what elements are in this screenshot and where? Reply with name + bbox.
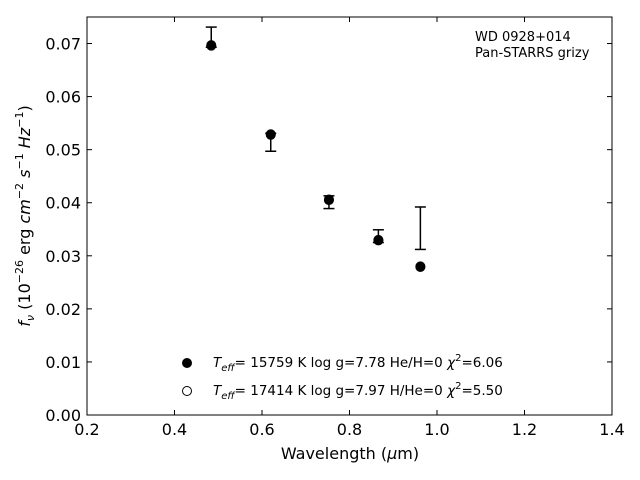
x-tick-label: 1.0: [424, 420, 449, 439]
x-axis-ticks: 0.2 0.4 0.6 0.8 1.0 1.2 1.4: [74, 17, 625, 439]
x-tick-label: 0.2: [74, 420, 99, 439]
x-tick-label: 0.4: [162, 420, 187, 439]
legend-entry-2: Teff= 17414 K log g=7.97 H/He=0 χ2=5.50: [213, 381, 503, 402]
object-name: WD 0928+014: [475, 30, 571, 45]
y-tick-label: 0.07: [45, 35, 81, 54]
model-point-filled: [265, 129, 276, 140]
y-axis-label: fν (10−26 erg cm−2 s−1 Hz−1): [13, 105, 37, 326]
legend-entry-1: Teff= 15759 K log g=7.78 He/H=0 χ2=6.06: [213, 353, 503, 374]
model-point-filled: [206, 40, 217, 51]
y-tick-label: 0.00: [45, 406, 81, 425]
y-tick-label: 0.02: [45, 300, 81, 319]
legend-marker-filled: [182, 358, 192, 368]
data-markers: [206, 40, 426, 272]
x-tick-label: 0.6: [249, 420, 274, 439]
x-axis-label: Wavelength (μm): [281, 444, 419, 463]
error-bars: [205, 26, 426, 251]
model-point-filled: [415, 261, 426, 272]
model-point-filled: [373, 235, 384, 246]
legend: Teff= 15759 K log g=7.78 He/H=0 χ2=6.06 …: [182, 353, 503, 402]
x-tick-label: 1.2: [512, 420, 537, 439]
y-tick-label: 0.06: [45, 88, 81, 107]
y-tick-label: 0.05: [45, 141, 81, 160]
model-point-filled: [323, 195, 334, 206]
x-tick-label: 1.4: [599, 420, 624, 439]
y-tick-label: 0.04: [45, 194, 81, 213]
legend-marker-open: [182, 386, 192, 396]
y-axis-ticks: 0.00 0.01 0.02 0.03 0.04 0.05 0.06 0.07: [45, 35, 612, 425]
x-tick-label: 0.8: [337, 420, 362, 439]
y-tick-label: 0.03: [45, 247, 81, 266]
y-tick-label: 0.01: [45, 353, 81, 372]
survey-name: Pan-STARRS grizy: [475, 46, 590, 61]
